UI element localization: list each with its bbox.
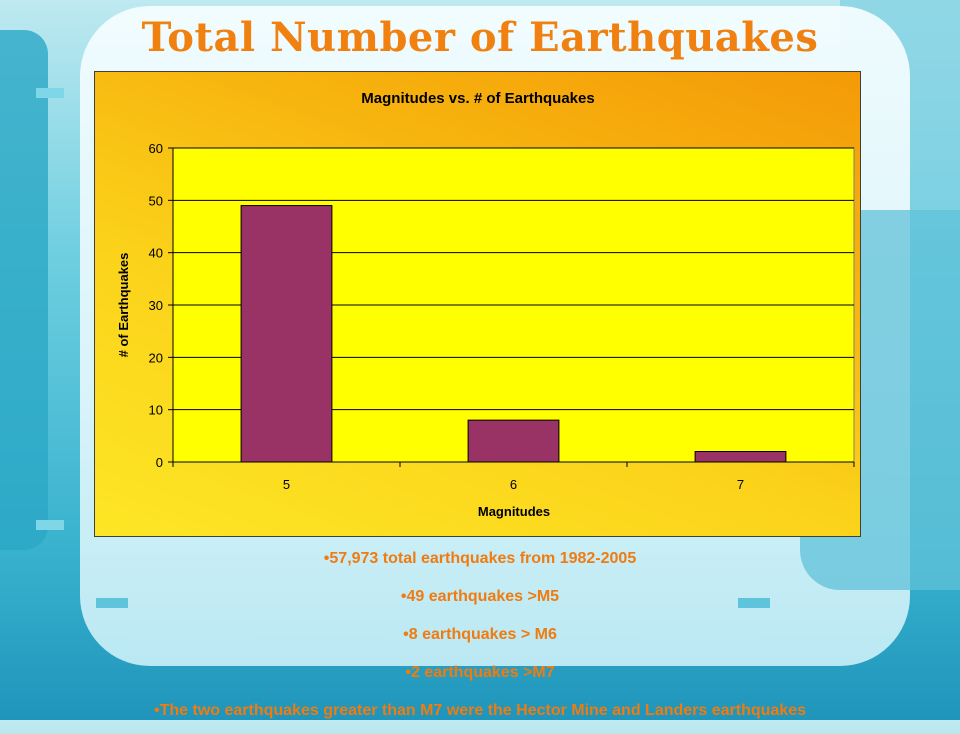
chart-area: Magnitudes vs. # of Earthquakes 0 10 20 30 4… xyxy=(94,71,861,537)
x-axis-label: Magnitudes xyxy=(478,504,550,519)
bullet-item: 57,973 total earthquakes from 1982-2005 xyxy=(0,544,960,582)
y-tick-label: 30 xyxy=(149,298,163,313)
x-tick-label: 7 xyxy=(737,477,744,492)
y-tick-label: 40 xyxy=(149,246,163,261)
y-axis-label: # of Earthquakes xyxy=(116,253,131,358)
bullet-item: 8 earthquakes > M6 xyxy=(0,620,960,658)
y-tick-label: 10 xyxy=(149,403,163,418)
bullet-list: 57,973 total earthquakes from 1982-2005 … xyxy=(0,544,960,734)
bar-5 xyxy=(240,205,333,463)
x-tick-label: 6 xyxy=(510,477,517,492)
slide-title: Total Number of Earthquakes xyxy=(141,14,819,61)
y-tick-label: 60 xyxy=(149,141,163,156)
bullet-item: 2 earthquakes >M7 xyxy=(0,658,960,696)
bar-chart: Magnitudes vs. # of Earthquakes 0 10 20 30 4… xyxy=(116,90,855,519)
axes: 0 10 20 30 40 50 60 5 6 7 xyxy=(149,141,855,492)
x-tick-label: 5 xyxy=(283,477,290,492)
bullet-item: The two earthquakes greater than M7 were… xyxy=(0,696,960,734)
bar-6 xyxy=(467,419,560,463)
bar-7 xyxy=(694,451,787,463)
y-tick-label: 20 xyxy=(149,350,163,365)
bullet-item: 49 earthquakes >M5 xyxy=(0,582,960,620)
chart-title: Magnitudes vs. # of Earthquakes xyxy=(361,90,594,107)
y-tick-label: 50 xyxy=(149,193,163,208)
background-left-bar xyxy=(0,30,48,550)
background-tick xyxy=(36,88,64,98)
bars xyxy=(240,205,787,463)
y-tick-label: 0 xyxy=(156,455,163,470)
background-tick xyxy=(36,520,64,530)
